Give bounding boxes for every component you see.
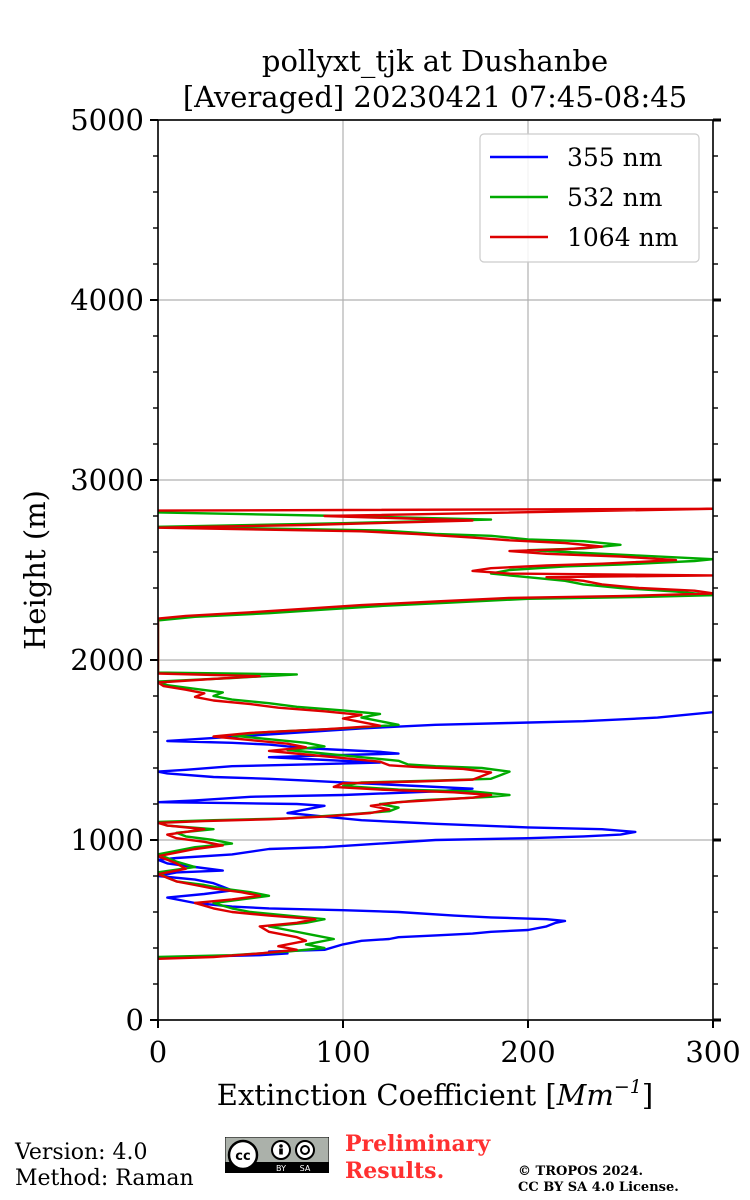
- y-tick-label: 0: [126, 1003, 144, 1037]
- y-tick-label: 3000: [70, 463, 144, 497]
- preliminary-line-1: Preliminary: [345, 1131, 491, 1157]
- sa-label: SA: [300, 1164, 311, 1173]
- copyright-line-2: CC BY SA 4.0 License.: [518, 1180, 679, 1195]
- legend-label: 1064 nm: [567, 223, 679, 252]
- plot-frame: [157, 119, 714, 1021]
- legend-label: 355 nm: [567, 143, 663, 172]
- y-tick-label: 5000: [70, 103, 144, 137]
- legend: 355 nm 532 nm 1064 nm: [479, 133, 700, 263]
- cc-license-badge: cc BY SA: [225, 1137, 329, 1173]
- y-axis-label: Height (m): [18, 490, 52, 650]
- method-text: Method: Raman: [15, 1166, 194, 1191]
- sa-icon: [295, 1140, 315, 1160]
- x-axis-label: Extinction Coefficient [Mm−1]: [217, 1076, 653, 1112]
- preliminary-results-note: Preliminary Results.: [345, 1131, 490, 1185]
- by-label: BY: [276, 1164, 286, 1173]
- x-tick-label: 100: [315, 1035, 370, 1069]
- x-tick-label: 0: [149, 1035, 167, 1069]
- legend-box: [479, 133, 700, 263]
- y-tick-label: 2000: [70, 643, 144, 677]
- data-series: [158, 507, 713, 960]
- series-line-355-nm: [158, 711, 713, 960]
- cc-icon-label: cc: [235, 1149, 250, 1164]
- cc-icon: [227, 1139, 259, 1171]
- x-tick-label: 300: [685, 1035, 740, 1069]
- legend-label: 532 nm: [567, 183, 663, 212]
- axis-ticks: [150, 118, 721, 1028]
- chart-title-line-2: [Averaged] 20230421 07:45-08:45: [183, 80, 687, 114]
- y-tick-label: 1000: [70, 823, 144, 857]
- version-text: Version: 4.0: [15, 1140, 148, 1165]
- copyright-note: © TROPOS 2024. CC BY SA 4.0 License.: [518, 1164, 679, 1196]
- y-tick-label: 4000: [70, 283, 144, 317]
- extinction-chart: pollyxt_tjk at Dushanbe [Averaged] 20230…: [18, 44, 741, 1112]
- x-tick-label: 200: [500, 1035, 555, 1069]
- series-line-1064-nm: [158, 507, 713, 960]
- chart-title-line-1: pollyxt_tjk at Dushanbe: [262, 44, 608, 79]
- preliminary-line-2: Results.: [345, 1158, 445, 1184]
- copyright-line-1: © TROPOS 2024.: [518, 1164, 644, 1179]
